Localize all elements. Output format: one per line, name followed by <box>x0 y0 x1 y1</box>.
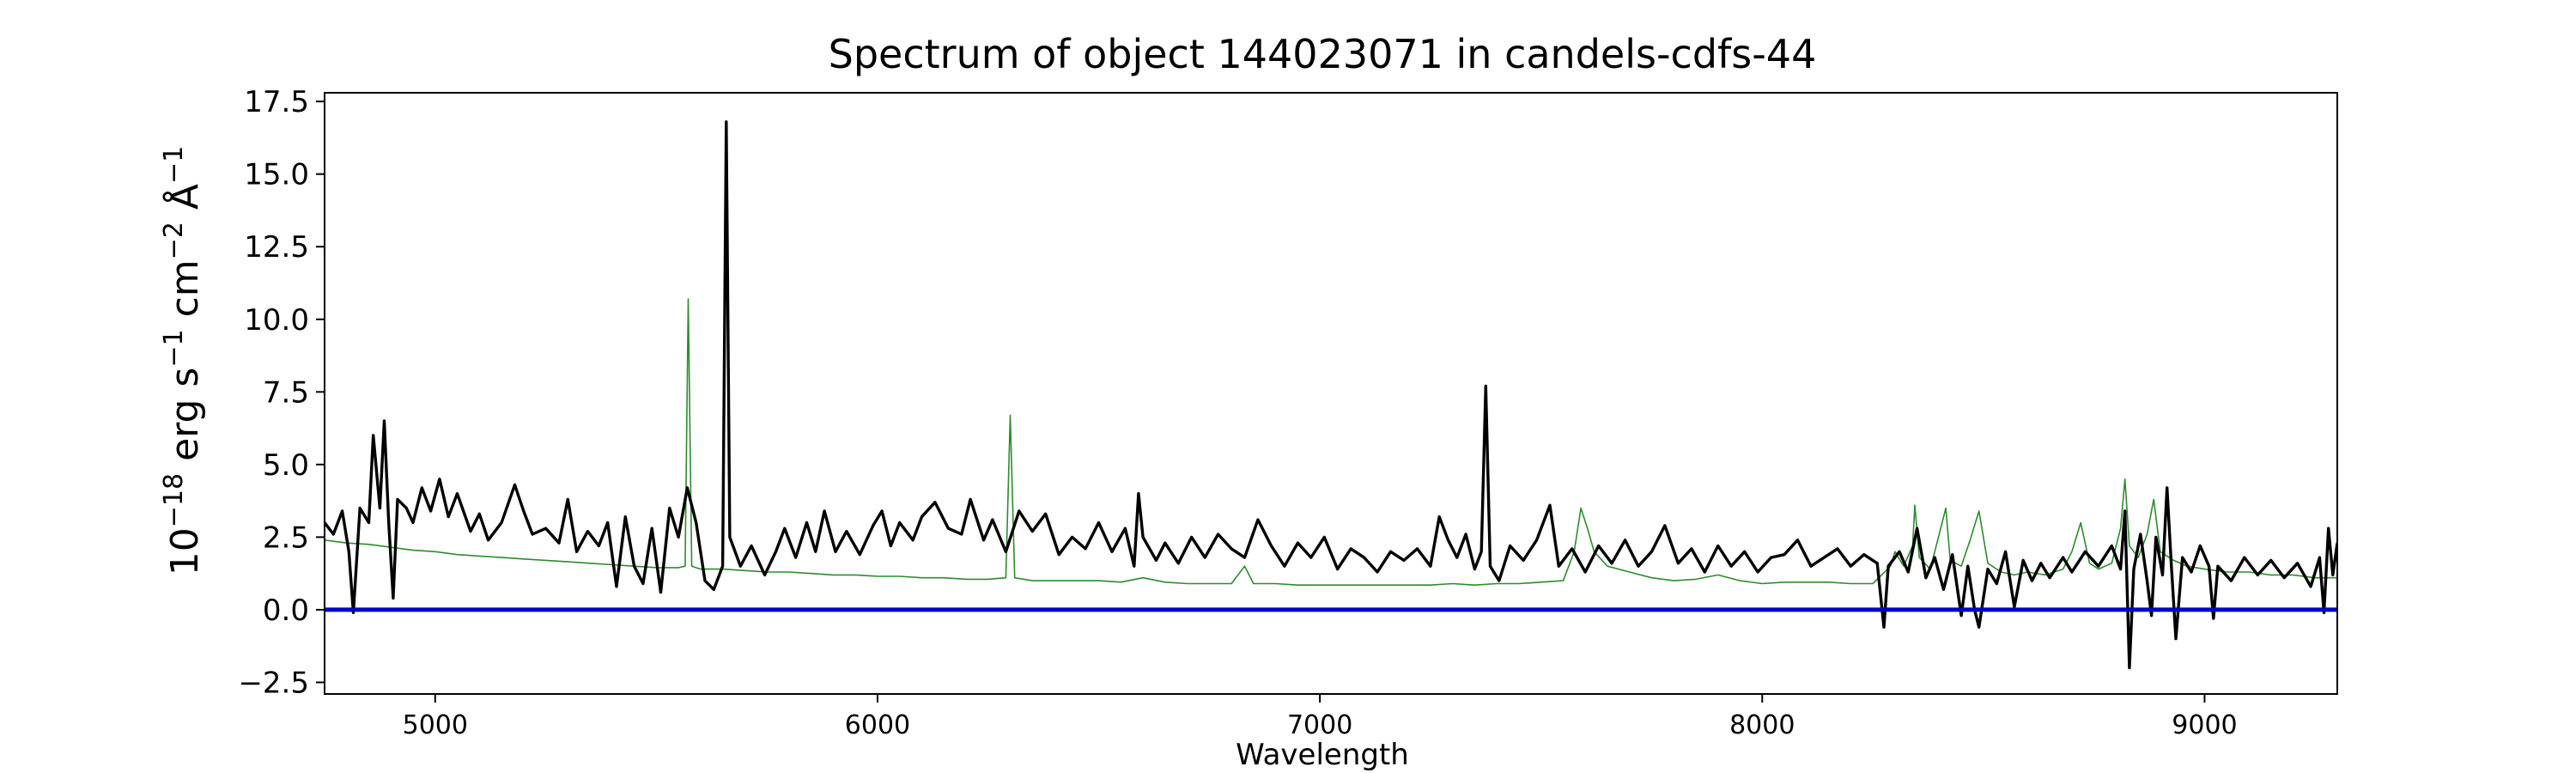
y-tick-label: 10.0 <box>244 303 309 338</box>
x-tick-label: 9000 <box>2172 710 2237 740</box>
chart-title: Spectrum of object 144023071 in candels-… <box>829 31 1817 77</box>
x-tick-label: 6000 <box>845 710 910 740</box>
plot-area <box>325 120 2337 670</box>
model-spectrum-line <box>325 298 2337 587</box>
y-tick-label: 5.0 <box>263 448 309 483</box>
y-label-s-exponent: −1 <box>159 329 189 367</box>
plot-frame <box>324 92 2338 695</box>
y-axis: −2.5 0.0 2.5 5.0 7.5 10.0 12.5 15.0 17.5 <box>238 85 325 700</box>
y-label-base: 10 <box>163 527 207 575</box>
y-label-erg: erg <box>163 399 207 461</box>
y-tick-label: 0.0 <box>263 593 309 628</box>
y-axis-label: 10−18 erg s−1 cm−2 Å−1 <box>159 146 207 575</box>
y-tick-label: 17.5 <box>244 85 309 119</box>
y-tick-label: −2.5 <box>238 666 309 700</box>
y-tick-label: 15.0 <box>244 158 309 192</box>
y-label-s: s <box>163 368 207 387</box>
y-label-angstrom: Å <box>161 184 207 210</box>
y-tick-label: 2.5 <box>263 520 309 555</box>
y-label-base-exponent: −18 <box>159 473 189 527</box>
y-tick-label: 7.5 <box>263 375 309 410</box>
y-label-cm-exponent: −2 <box>159 222 189 259</box>
x-axis-label: Wavelength <box>1236 738 1409 772</box>
x-axis: 5000 6000 7000 8000 9000 <box>403 694 2238 740</box>
observed-spectrum-line <box>325 120 2337 670</box>
y-label-cm: cm <box>163 259 207 317</box>
x-tick-label: 5000 <box>403 710 468 740</box>
y-tick-label: 12.5 <box>244 230 309 265</box>
x-tick-label: 7000 <box>1287 710 1352 740</box>
y-label-angstrom-exponent: −1 <box>159 146 189 184</box>
x-tick-label: 8000 <box>1729 710 1795 740</box>
